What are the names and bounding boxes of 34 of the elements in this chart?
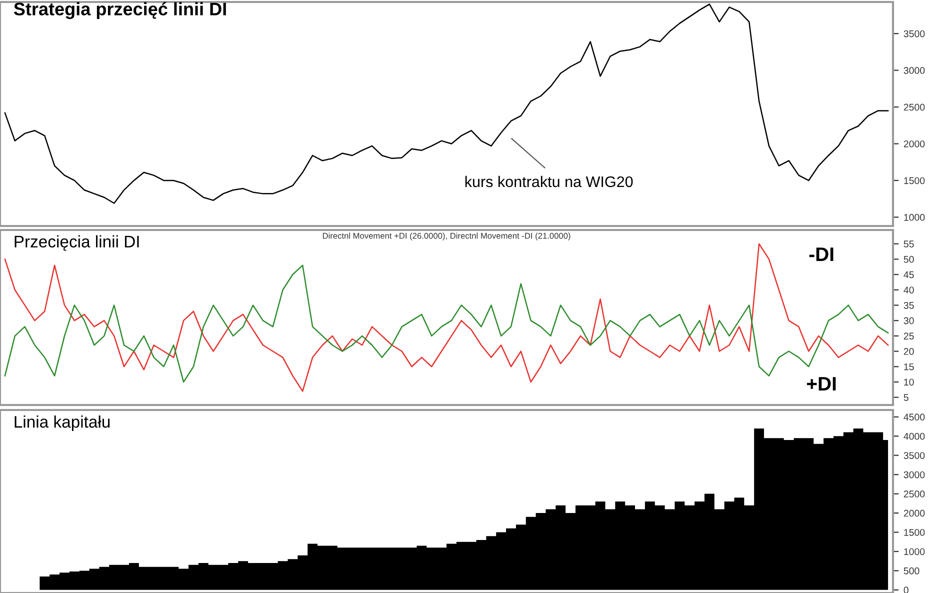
y-tick-label: 2000 (904, 510, 925, 517)
y-tick-label: 2000 (904, 140, 925, 148)
chart-subtitle: Directnl Movement +DI (26.0000), Directnl Movement -DI (21.0000) (322, 232, 570, 240)
y-tick-label: 4500 (904, 414, 925, 421)
y-tick-label: 30 (904, 317, 914, 324)
y-tick-label: 1500 (904, 528, 925, 536)
y-tick-label: 1000 (904, 548, 925, 556)
chart-title: Przecięcia linii DI (14, 235, 139, 251)
y-tick-label: 2500 (904, 104, 925, 111)
y-tick-label: 1500 (904, 177, 925, 184)
y-tick-label: 55 (904, 240, 914, 248)
line-series (4, 4, 889, 204)
annotation: kurs kontraktu na WIG20 (465, 176, 633, 188)
series-label: +DI (806, 377, 836, 390)
y-tick-label: 3500 (904, 30, 925, 38)
y-tick-label: 5 (904, 394, 908, 401)
y-tick-label: 1000 (904, 214, 925, 221)
y-tick-label: 10 (904, 378, 914, 386)
chart-title: Strategia przecięć linii DI (14, 2, 226, 20)
y-tick-label: 2500 (904, 490, 925, 498)
chart-title: Linia kapitału (14, 415, 110, 432)
y-tick-label: 45 (904, 271, 914, 278)
y-tick-label: 3500 (904, 452, 925, 459)
y-tick-label: 35 (904, 302, 914, 309)
y-tick-label: 25 (904, 332, 914, 340)
y-tick-label: 40 (904, 286, 914, 294)
y-tick-label: 20 (904, 348, 914, 355)
y-tick-label: 3000 (904, 67, 925, 74)
y-tick-label: 4000 (904, 432, 925, 440)
y-tick-label: 3000 (904, 471, 925, 478)
y-tick-label: 50 (904, 256, 914, 263)
series-label: -DI (809, 248, 834, 261)
y-tick-label: 500 (904, 567, 920, 574)
y-tick-label: 15 (904, 363, 914, 370)
